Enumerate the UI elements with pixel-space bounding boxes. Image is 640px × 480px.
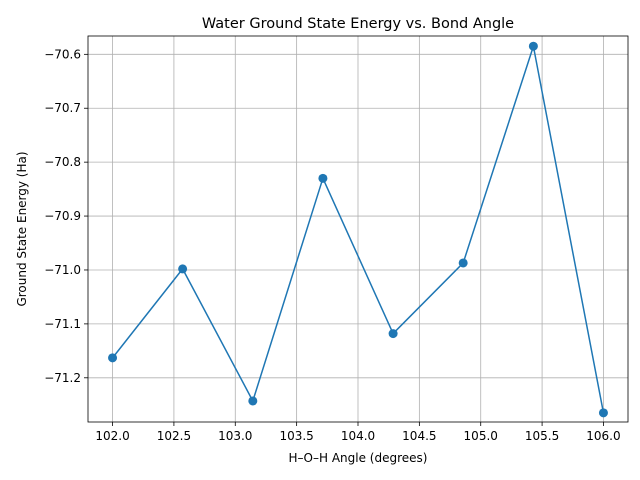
data-point <box>458 258 468 268</box>
x-tick-label: 102.0 <box>95 429 129 443</box>
y-tick-label: −70.9 <box>44 209 81 223</box>
data-point <box>318 173 328 183</box>
x-tick-label: 103.0 <box>218 429 252 443</box>
series-line <box>111 45 605 413</box>
data-point <box>528 41 538 51</box>
y-tick-label: −70.6 <box>44 47 81 61</box>
y-tick-label: −70.7 <box>44 101 81 115</box>
y-tick-label: −71.1 <box>44 317 81 331</box>
x-tick-label: 106.0 <box>586 429 620 443</box>
grid <box>88 36 628 422</box>
data-point <box>598 408 608 418</box>
y-tick-label: −70.8 <box>44 155 81 169</box>
x-tick-label: 105.5 <box>525 429 559 443</box>
y-tick-label: −71.0 <box>44 263 81 277</box>
y-tick-label: −71.2 <box>44 371 81 385</box>
x-axis-label: H–O–H Angle (degrees) <box>289 451 428 465</box>
x-tick-label: 103.5 <box>279 429 313 443</box>
data-point <box>248 396 258 406</box>
x-tick-label: 105.0 <box>464 429 498 443</box>
data-point <box>178 264 188 274</box>
data-point <box>108 353 118 363</box>
chart-title: Water Ground State Energy vs. Bond Angle <box>202 16 514 32</box>
x-tick-label: 104.0 <box>341 429 375 443</box>
x-tick-label: 102.5 <box>157 429 191 443</box>
data-point <box>388 329 398 339</box>
y-axis-label: Ground State Energy (Ha) <box>15 151 29 306</box>
series-layer <box>108 41 608 418</box>
x-axis: 102.0 102.5 103.0 103.5 104.0 104.5 105.0 105.5… <box>95 422 621 443</box>
y-axis: −71.2 −71.1 −71.0 −70.9 −70.8 −70.7 −70.6 <box>44 47 88 385</box>
x-tick-label: 104.5 <box>402 429 436 443</box>
